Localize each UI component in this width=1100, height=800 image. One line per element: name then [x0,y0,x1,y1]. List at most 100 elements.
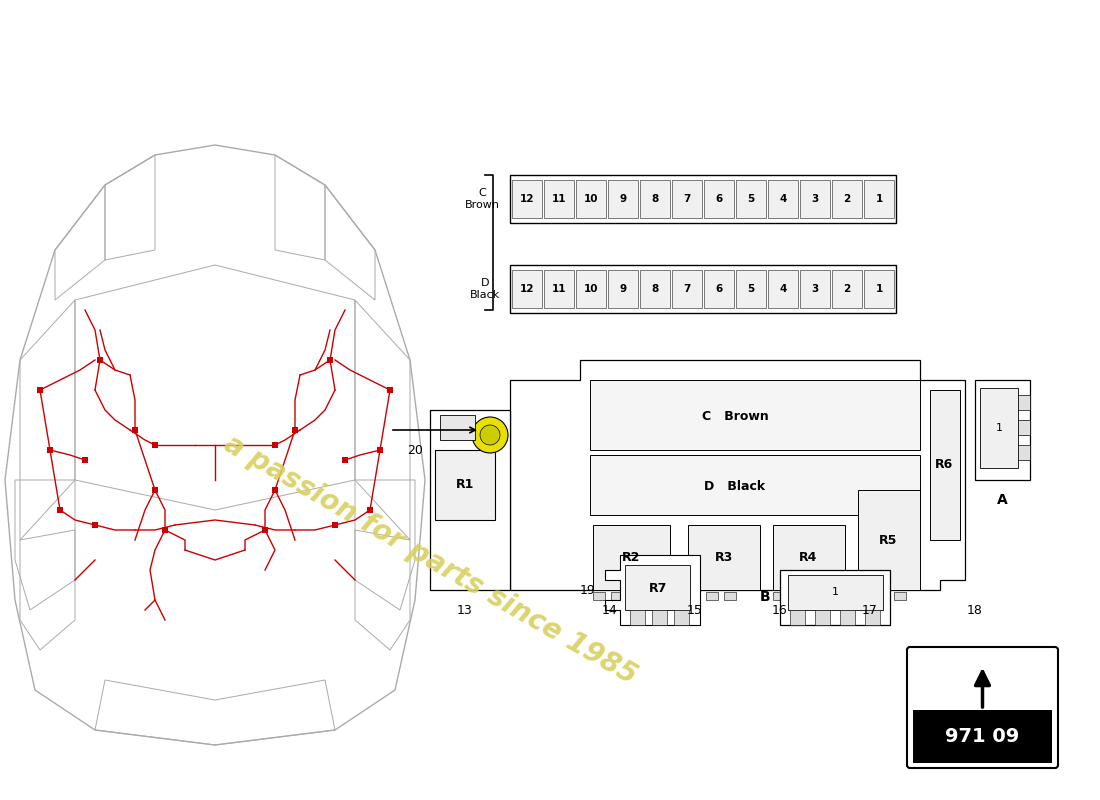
Text: 2: 2 [844,284,850,294]
Bar [975,380,1030,480]
Text: 12: 12 [519,194,535,204]
Text: R3: R3 [714,551,733,564]
Bar [1018,420,1030,435]
Bar [688,525,760,590]
Bar [800,270,830,308]
Bar [865,610,880,625]
Bar [724,592,736,600]
Bar [791,592,803,600]
Polygon shape [510,360,965,590]
Bar [434,450,495,520]
Text: 2: 2 [844,194,850,204]
Bar [672,180,702,218]
Bar [736,270,766,308]
Text: 11: 11 [552,194,567,204]
Bar [858,592,870,600]
Text: R2: R2 [621,551,640,564]
Bar [544,270,574,308]
Bar [625,565,690,610]
Text: 3: 3 [812,194,818,204]
Bar [736,180,766,218]
Bar [629,592,641,600]
Text: 13: 13 [458,603,473,617]
Bar [858,490,920,590]
Bar [876,592,888,600]
Bar [773,592,785,600]
Bar [864,180,894,218]
Bar [590,380,920,450]
Bar [768,270,798,308]
Text: 971 09: 971 09 [945,726,1020,746]
Text: 9: 9 [619,284,627,294]
Text: 12: 12 [519,284,535,294]
Bar [864,270,894,308]
FancyBboxPatch shape [908,647,1058,768]
Text: B: B [760,590,770,604]
Text: 1: 1 [996,423,1002,433]
Text: C
Brown: C Brown [465,188,501,210]
Bar [593,525,670,590]
Text: 6: 6 [715,284,723,294]
Bar [773,525,845,590]
Text: 9: 9 [619,194,627,204]
Text: 7: 7 [683,284,691,294]
Bar [688,592,700,600]
Text: R7: R7 [649,582,668,594]
Polygon shape [430,410,510,590]
Bar [610,592,623,600]
Text: 10: 10 [584,194,598,204]
Text: 6: 6 [715,194,723,204]
Bar [512,180,542,218]
Bar [590,455,920,515]
Text: 4: 4 [779,194,786,204]
Bar [608,270,638,308]
Bar [576,180,606,218]
Bar [593,592,605,600]
Text: 14: 14 [602,603,618,617]
Text: R4: R4 [800,551,817,564]
Text: 10: 10 [584,284,598,294]
Bar [440,415,475,440]
Text: 8: 8 [651,194,659,204]
Bar [788,575,883,610]
Text: R5: R5 [879,534,898,546]
Text: R1: R1 [455,478,474,491]
Bar [704,180,734,218]
Bar [640,180,670,218]
Bar [672,270,702,308]
Bar [674,610,689,625]
Text: a passion for parts since 1985: a passion for parts since 1985 [219,430,641,690]
Text: 16: 16 [772,603,788,617]
Bar [510,175,896,223]
Text: 19: 19 [580,583,595,597]
Text: C   Brown: C Brown [702,410,769,423]
Text: D
Black: D Black [470,278,500,300]
Bar [512,270,542,308]
Bar [630,610,645,625]
Bar [832,180,862,218]
Bar [544,180,574,218]
Circle shape [472,417,508,453]
Bar [832,270,862,308]
Bar [815,610,830,625]
Text: 11: 11 [552,284,567,294]
Text: 4: 4 [779,284,786,294]
Bar [790,610,805,625]
Bar [780,570,890,625]
Text: 15: 15 [688,603,703,617]
Text: 20: 20 [407,443,422,457]
Polygon shape [605,555,700,625]
Text: 17: 17 [862,603,878,617]
Text: 1: 1 [832,587,838,597]
Text: 3: 3 [812,284,818,294]
Text: 1: 1 [876,284,882,294]
Text: 7: 7 [683,194,691,204]
Bar [768,180,798,218]
Text: R6: R6 [935,458,953,471]
Text: 18: 18 [967,603,983,617]
Bar [652,610,667,625]
Bar [704,270,734,308]
Bar [980,388,1018,468]
Bar [808,592,821,600]
Bar [510,265,896,313]
